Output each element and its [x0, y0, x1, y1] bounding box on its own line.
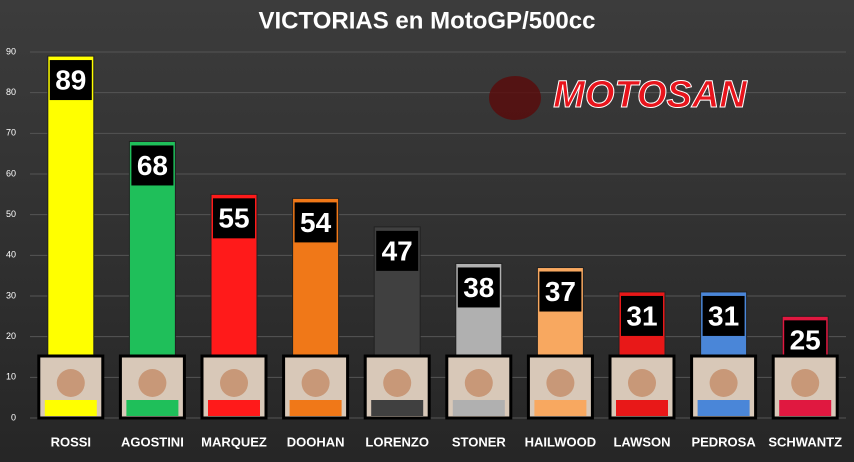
rider-face: [628, 369, 656, 397]
data-label: 25: [790, 325, 821, 356]
rider-suit: [534, 400, 587, 416]
data-label: 38: [463, 272, 494, 303]
label-box: [213, 198, 255, 239]
label-box: [621, 295, 663, 336]
rider-face: [709, 369, 738, 397]
rider-suit: [289, 400, 342, 416]
x-tick-label: SCHWANTZ: [768, 434, 842, 449]
rider-suit: [126, 400, 179, 416]
y-tick-label: 50: [6, 209, 16, 219]
rider-face: [138, 369, 167, 397]
label-box: [376, 230, 419, 271]
data-label: 31: [708, 300, 739, 331]
data-label: 47: [382, 235, 413, 266]
logo-text: MOTOSAN: [553, 74, 748, 116]
x-tick-label: MARQUEZ: [201, 434, 267, 449]
data-label: 54: [300, 207, 332, 238]
y-tick-label: 0: [11, 412, 16, 422]
data-label: 89: [55, 64, 86, 95]
rider-face: [56, 369, 85, 397]
rider-face: [791, 369, 820, 397]
y-tick-label: 80: [6, 87, 16, 97]
rider-face: [383, 369, 412, 397]
label-box: [702, 295, 745, 336]
logo: MOTOSAN: [489, 74, 749, 120]
label-box: [784, 320, 827, 361]
x-tick-label: ROSSI: [51, 434, 91, 449]
y-tick-label: 60: [6, 168, 16, 178]
rider-face: [220, 369, 248, 397]
label-box: [457, 267, 500, 308]
rider-suit: [779, 400, 832, 416]
rider-suit: [616, 400, 668, 416]
rider-suit: [208, 400, 260, 416]
x-tick-label: DOOHAN: [287, 434, 345, 449]
chart-title: VICTORIAS en MotoGP/500cc: [259, 7, 596, 34]
data-label: 55: [218, 203, 249, 234]
x-tick-label: AGOSTINI: [121, 434, 184, 449]
logo-icon: [489, 76, 541, 120]
label-box: [294, 202, 337, 243]
rider-face: [464, 369, 493, 397]
data-label: 68: [137, 150, 168, 181]
x-tick-label: STONER: [452, 434, 507, 449]
y-tick-label: 10: [6, 372, 16, 382]
x-tick-label: PEDROSA: [691, 434, 756, 449]
y-tick-label: 90: [6, 46, 16, 56]
rider-face: [546, 369, 575, 397]
rider-suit: [697, 400, 750, 416]
label-box: [539, 271, 582, 312]
y-tick-label: 40: [6, 250, 16, 260]
rider-suit: [44, 400, 97, 416]
rider-suit: [452, 400, 505, 416]
x-tick-label: HAILWOOD: [525, 434, 597, 449]
data-label: 37: [545, 276, 576, 307]
data-label: 31: [626, 300, 657, 331]
label-box: [131, 145, 174, 186]
x-tick-label: LORENZO: [365, 434, 429, 449]
y-tick-label: 70: [6, 128, 16, 138]
y-tick-label: 20: [6, 331, 16, 341]
rider-face: [301, 369, 330, 397]
y-tick-label: 30: [6, 290, 16, 300]
x-tick-label: LAWSON: [613, 434, 670, 449]
label-box: [49, 60, 92, 101]
rider-suit: [371, 400, 424, 416]
